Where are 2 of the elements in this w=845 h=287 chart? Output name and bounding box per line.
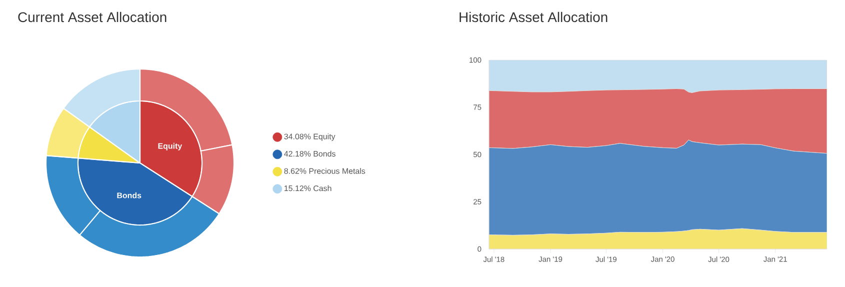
- chart-title: Current Asset Allocation: [18, 12, 166, 22]
- chart-title: Historic Asset Allocation: [460, 12, 608, 22]
